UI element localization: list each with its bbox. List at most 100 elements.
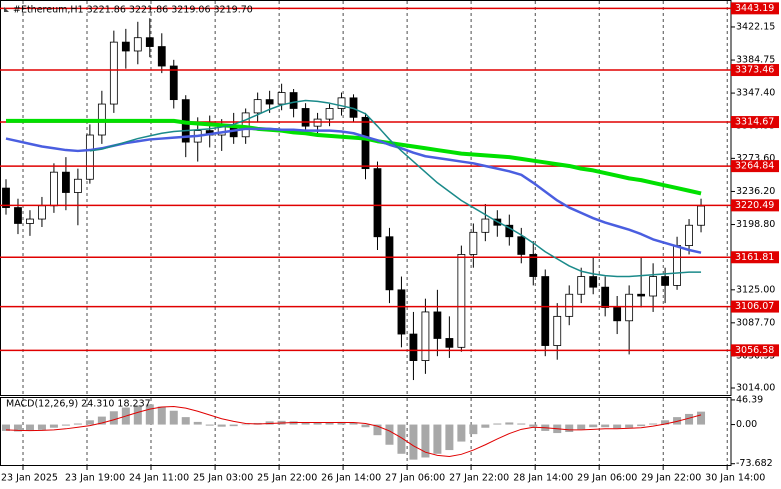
candle-body [265, 99, 274, 105]
macd-bar [97, 416, 106, 425]
macd-pane-frame [0, 397, 732, 466]
x-tick-label: 27 Jan 22:00 [449, 473, 509, 484]
candle-body [62, 171, 70, 193]
macd-bar [349, 422, 358, 425]
macd-bar [49, 424, 58, 428]
candle-body [145, 37, 154, 47]
y-tick-label: 3198.80 [736, 219, 775, 230]
candle-body [649, 276, 658, 297]
x-tick-label: 24 Jan 11:00 [129, 473, 189, 484]
candle-body [613, 307, 622, 322]
macd-bar [37, 424, 46, 430]
macd-bar [301, 422, 310, 425]
moving-average [89, 99, 702, 278]
candle-body [337, 97, 346, 109]
chart-title: #Ethereum,H1 3221.86 3221.86 3219.06 321… [13, 5, 253, 16]
candle-body [26, 218, 34, 224]
chart-icon [4, 7, 9, 12]
macd-bar [433, 424, 442, 454]
candle-body [661, 276, 669, 286]
macd-bar [109, 411, 118, 425]
macd-bar [613, 424, 622, 429]
grid [22, 1, 728, 466]
y-tick-label: -73.682 [736, 458, 773, 469]
candle-body [517, 236, 526, 255]
macd-title: MACD(12,26,9) 24.310 18.237 [6, 399, 151, 410]
macd-bar [169, 410, 178, 425]
macd-bar [625, 424, 634, 428]
macd-bar [61, 424, 70, 426]
level-label-box [731, 344, 779, 357]
macd-bar [385, 424, 394, 445]
plot [0, 7, 731, 460]
y-tick-label: 3422.15 [736, 21, 775, 32]
macd-bar [241, 424, 250, 426]
level-label: 3106.07 [735, 301, 774, 312]
level-label: 3314.67 [735, 117, 774, 128]
candle-body [481, 218, 490, 233]
y-tick-label: 3236.20 [736, 186, 775, 197]
macd-bar [229, 424, 238, 427]
candle-body [157, 46, 166, 67]
macd-bar [469, 424, 478, 435]
macd-bar [565, 424, 574, 432]
candle-body [433, 311, 442, 339]
candle-body [38, 205, 46, 220]
macd-bar [181, 417, 190, 425]
candle-body [577, 276, 586, 295]
macd-bar [445, 424, 454, 451]
macd-bar [493, 423, 502, 425]
level-label-box [731, 116, 779, 129]
candle-body [241, 112, 250, 138]
y-tick-label: 46.39 [736, 394, 763, 405]
macd-bar [505, 422, 514, 425]
macd-bar [289, 421, 298, 425]
candle-body [121, 41, 130, 52]
x-tick-label: 25 Jan 22:00 [257, 473, 317, 484]
macd-bar [397, 424, 406, 454]
candle-body [289, 92, 298, 109]
macd-bar [157, 406, 166, 425]
candle-body [421, 311, 430, 361]
macd-bar [205, 424, 214, 426]
candle-body [109, 41, 118, 105]
level-label: 3373.46 [735, 65, 774, 76]
main-pane-frame [0, 0, 732, 396]
level-label-box [731, 160, 779, 173]
level-label: 3220.49 [735, 200, 774, 211]
macd-bar [313, 422, 322, 425]
x-tick-label: 29 Jan 22:00 [641, 473, 701, 484]
macd-signal [5, 405, 702, 457]
y-tick-label: 3014.00 [736, 383, 775, 394]
macd-bar [601, 424, 610, 428]
x-tick-label: 23 Jan 2025 [1, 473, 58, 484]
candle-body [2, 187, 10, 208]
macd-bar [193, 421, 202, 425]
candle-body [625, 293, 634, 322]
macd-bar [409, 424, 418, 460]
y-tick-label: 0.00 [736, 419, 757, 430]
candle-body [601, 286, 610, 308]
level-label-box [731, 199, 779, 212]
macd-bar [481, 424, 490, 428]
x-tick-label: 27 Jan 06:00 [385, 473, 445, 484]
x-tick-label: 26 Jan 14:00 [321, 473, 381, 484]
macd-bar [13, 424, 22, 432]
candle-body [505, 224, 514, 238]
candle-body [529, 254, 538, 277]
macd-bar [361, 424, 370, 428]
level-label-box [731, 2, 779, 15]
candle-body [50, 171, 58, 207]
level-label: 3443.19 [735, 3, 774, 14]
macd-bar [133, 405, 142, 425]
candle-body [361, 116, 370, 170]
candle-body [301, 108, 310, 127]
y-tick-label: 3384.75 [736, 55, 775, 66]
macd-bar [217, 424, 226, 427]
macd-bar [325, 422, 334, 425]
macd-bar [373, 424, 382, 436]
candle-body [409, 333, 418, 361]
macd-bar [457, 424, 466, 442]
